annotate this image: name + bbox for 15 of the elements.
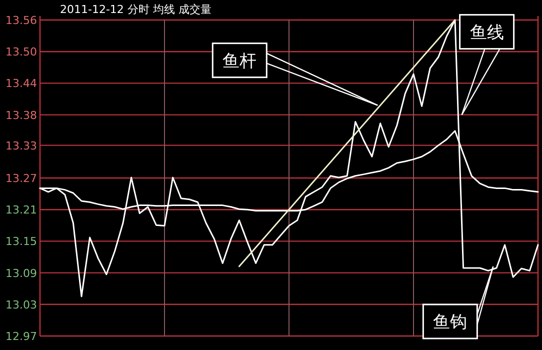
y-tick-label: 13.09 — [6, 266, 37, 280]
y-tick-label: 13.03 — [6, 298, 37, 312]
annotation: 鱼线 — [470, 22, 504, 43]
y-tick-label: 13.21 — [6, 204, 37, 217]
annotation: 鱼钩 — [433, 312, 468, 332]
y-tick-label: 13.44 — [6, 77, 37, 90]
y-tick-label: 13.27 — [6, 172, 37, 185]
y-tick-label: 13.33 — [6, 139, 37, 152]
chart-title: 2011-12-12 分时 均线 成交量 — [60, 3, 212, 16]
y-tick-label: 13.15 — [6, 235, 37, 248]
annotation: 鱼杆 — [222, 51, 257, 72]
y-tick-label: 13.56 — [6, 14, 37, 27]
y-tick-label: 13.38 — [6, 108, 37, 122]
y-tick-label: 12.97 — [6, 330, 37, 343]
y-tick-label: 13.50 — [6, 46, 37, 59]
